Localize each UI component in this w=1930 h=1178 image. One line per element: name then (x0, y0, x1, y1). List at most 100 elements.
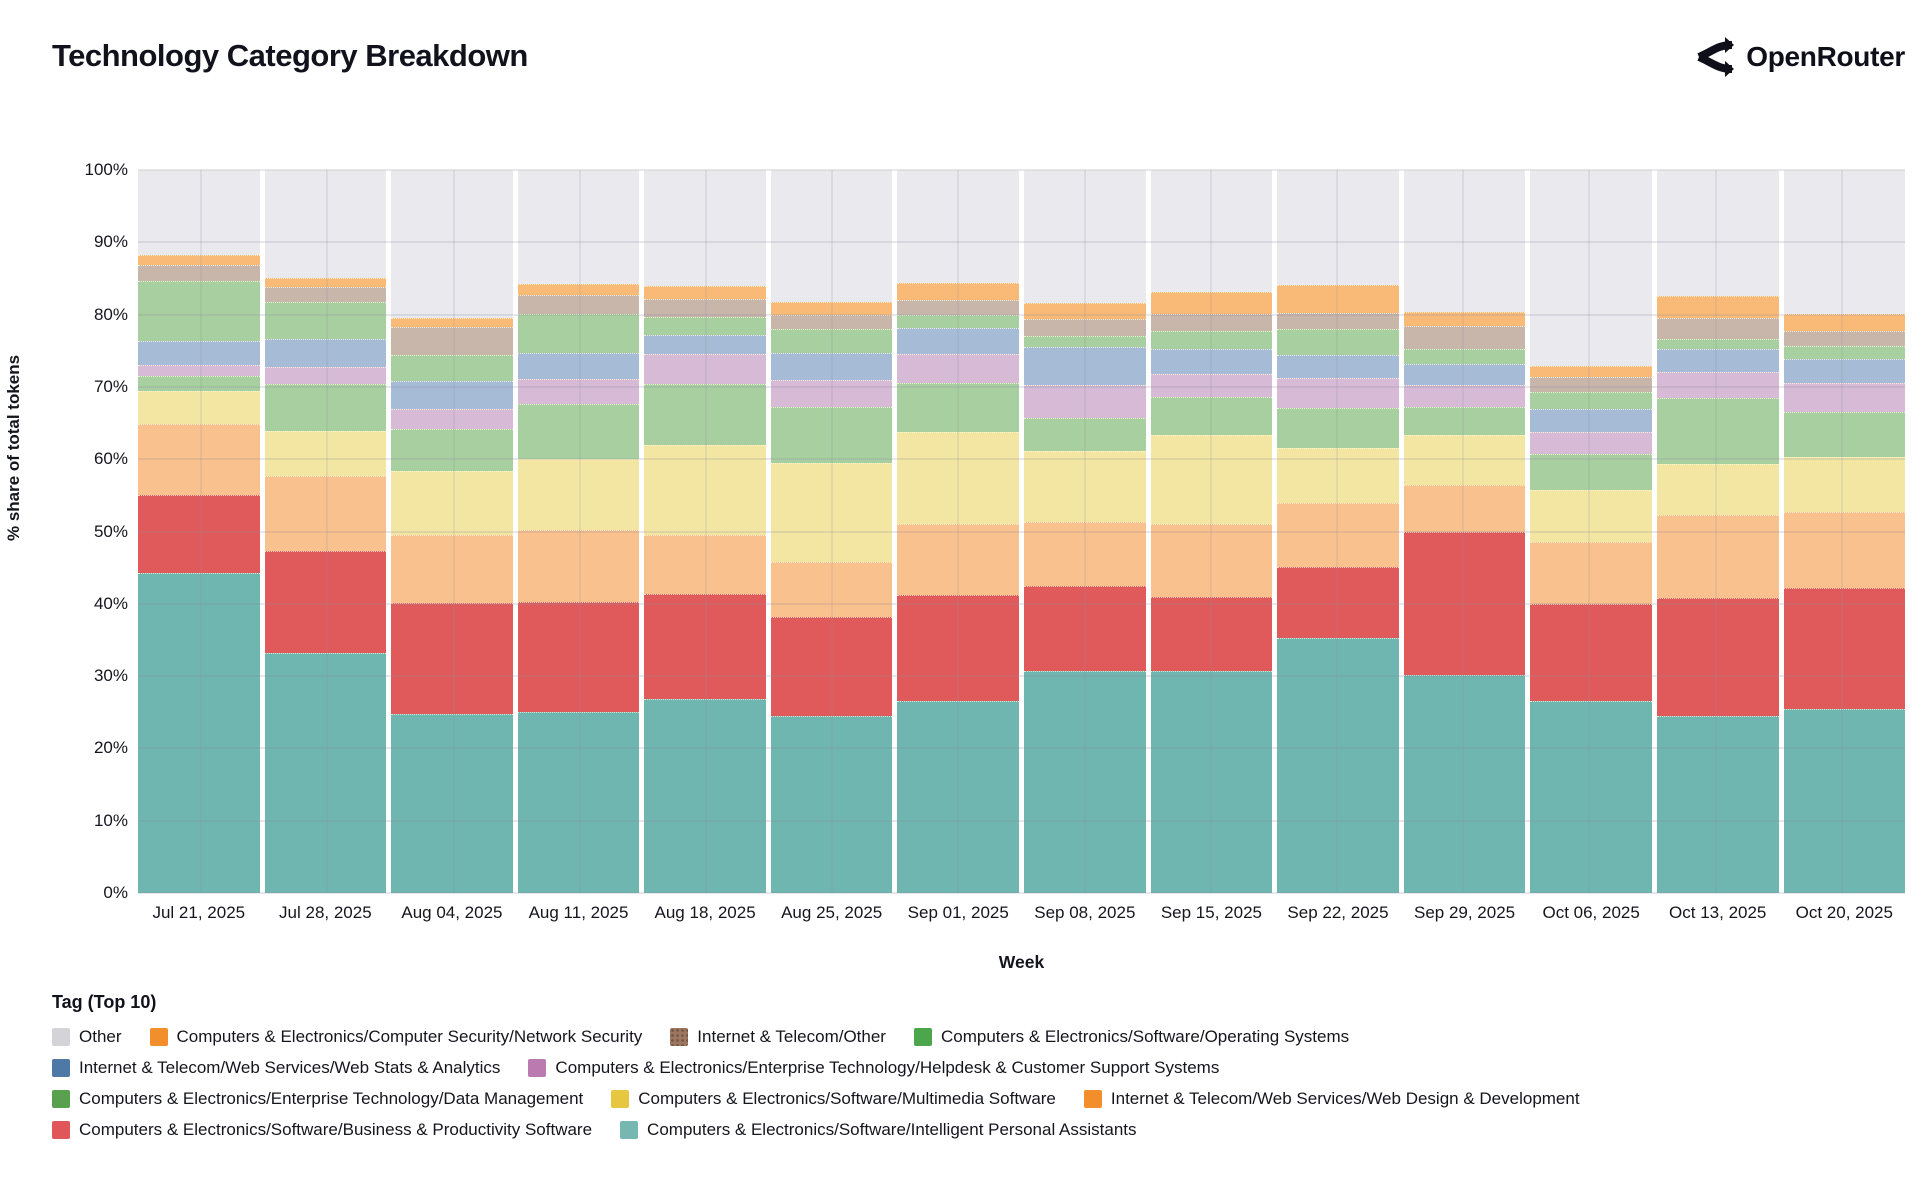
bar-segment-other[interactable] (644, 170, 766, 286)
bar-segment-helpdesk[interactable] (770, 379, 893, 408)
bar-segment-biz[interactable] (138, 494, 260, 573)
legend-item-other[interactable]: Other (52, 1027, 122, 1047)
legend-item-webdesign[interactable]: Internet & Telecom/Web Services/Web Desi… (1083, 1089, 1580, 1109)
bar-segment-itother[interactable] (770, 314, 893, 330)
bar-segment-helpdesk[interactable] (264, 367, 387, 385)
bar-segment-netsec[interactable] (517, 284, 640, 296)
bar-segment-helpdesk[interactable] (644, 354, 766, 385)
bar-segment-netsec[interactable] (770, 301, 893, 315)
bar-segment-netsec[interactable] (1783, 313, 1906, 332)
legend-item-os[interactable]: Computers & Electronics/Software/Operati… (913, 1027, 1349, 1047)
bar-segment-ipa[interactable] (897, 701, 1020, 893)
bar-segment-other[interactable] (770, 170, 893, 302)
bar-segment-netsec[interactable] (138, 255, 260, 265)
bar-segment-ipa[interactable] (770, 715, 893, 893)
bar-segment-webstats[interactable] (770, 352, 893, 380)
bar-segment-webdesign[interactable] (770, 561, 893, 617)
bar-segment-netsec[interactable] (264, 277, 387, 288)
bar-segment-webdesign[interactable] (1656, 514, 1779, 599)
legend-item-ipa[interactable]: Computers & Electronics/Software/Intelli… (620, 1120, 1137, 1140)
bar-segment-multimedia[interactable] (138, 390, 260, 424)
bar-segment-other[interactable] (517, 170, 640, 285)
bar-segment-helpdesk[interactable] (1530, 431, 1652, 455)
legend-item-itother[interactable]: Internet & Telecom/Other (670, 1027, 886, 1047)
bar-segment-webdesign[interactable] (1783, 512, 1906, 588)
bar-segment-webstats[interactable] (1530, 409, 1652, 432)
bar-segment-datamgmt[interactable] (264, 384, 387, 432)
bar-segment-webdesign[interactable] (1024, 522, 1146, 586)
bar-segment-multimedia[interactable] (391, 470, 513, 536)
bar-segment-multimedia[interactable] (1530, 490, 1652, 543)
bar-segment-ipa[interactable] (1783, 708, 1906, 893)
bar-segment-webstats[interactable] (1403, 363, 1526, 385)
bar-segment-other[interactable] (1783, 170, 1906, 314)
bar-segment-webdesign[interactable] (1403, 484, 1526, 532)
bar-segment-os[interactable] (1277, 329, 1399, 356)
bar-segment-ipa[interactable] (1150, 671, 1273, 893)
bar-segment-multimedia[interactable] (644, 444, 766, 536)
bar-segment-ipa[interactable] (138, 572, 260, 893)
bar-segment-biz[interactable] (264, 551, 387, 653)
bar-segment-os[interactable] (1530, 392, 1652, 410)
bar-segment-datamgmt[interactable] (1277, 407, 1399, 449)
bar-segment-webdesign[interactable] (391, 535, 513, 604)
bar-segment-webstats[interactable] (1656, 348, 1779, 373)
bar-segment-itother[interactable] (1024, 319, 1146, 336)
bar-segment-webstats[interactable] (138, 340, 260, 365)
bar-segment-netsec[interactable] (897, 282, 1020, 301)
bar-segment-multimedia[interactable] (1277, 448, 1399, 504)
bar-segment-webdesign[interactable] (264, 475, 387, 552)
bar-segment-helpdesk[interactable] (517, 378, 640, 404)
bar-segment-other[interactable] (897, 170, 1020, 283)
bar-segment-ipa[interactable] (517, 712, 640, 893)
bar-segment-itother[interactable] (264, 287, 387, 302)
bar-segment-multimedia[interactable] (1024, 451, 1146, 523)
bar-segment-netsec[interactable] (1656, 295, 1779, 318)
bar-segment-ipa[interactable] (391, 714, 513, 893)
bar-segment-other[interactable] (138, 170, 260, 256)
bar-segment-datamgmt[interactable] (1403, 407, 1526, 436)
legend-item-datamgmt[interactable]: Computers & Electronics/Enterprise Techn… (52, 1089, 583, 1109)
bar-segment-webdesign[interactable] (644, 535, 766, 595)
bar-segment-webstats[interactable] (1783, 358, 1906, 383)
bar-segment-multimedia[interactable] (770, 462, 893, 562)
bar-segment-other[interactable] (264, 170, 387, 278)
bar-segment-datamgmt[interactable] (1530, 454, 1652, 491)
bar-segment-itother[interactable] (391, 326, 513, 356)
bar-segment-netsec[interactable] (1024, 303, 1146, 319)
bar-segment-itother[interactable] (1530, 376, 1652, 393)
bar-segment-webstats[interactable] (644, 334, 766, 355)
bar-segment-itother[interactable] (644, 299, 766, 317)
bar-segment-webdesign[interactable] (1150, 524, 1273, 597)
bar-segment-netsec[interactable] (644, 285, 766, 300)
bar-segment-itother[interactable] (1277, 312, 1399, 330)
bar-segment-itother[interactable] (897, 300, 1020, 316)
bar-segment-webstats[interactable] (1024, 347, 1146, 385)
bar-segment-biz[interactable] (1656, 598, 1779, 716)
bar-segment-os[interactable] (391, 355, 513, 382)
bar-segment-ipa[interactable] (1656, 715, 1779, 893)
bar-segment-biz[interactable] (1783, 587, 1906, 709)
bar-segment-biz[interactable] (1403, 531, 1526, 675)
bar-segment-helpdesk[interactable] (391, 409, 513, 429)
bar-segment-datamgmt[interactable] (1150, 397, 1273, 435)
bar-segment-datamgmt[interactable] (897, 383, 1020, 433)
bar-segment-netsec[interactable] (1277, 285, 1399, 313)
bar-segment-webdesign[interactable] (1277, 503, 1399, 567)
bar-segment-webstats[interactable] (391, 381, 513, 410)
bar-segment-os[interactable] (770, 329, 893, 353)
bar-segment-webstats[interactable] (897, 328, 1020, 354)
bar-segment-os[interactable] (897, 315, 1020, 329)
bar-segment-netsec[interactable] (1403, 311, 1526, 327)
bar-segment-other[interactable] (1403, 170, 1526, 312)
bar-segment-multimedia[interactable] (1150, 434, 1273, 525)
bar-segment-webstats[interactable] (264, 339, 387, 368)
bar-segment-datamgmt[interactable] (391, 428, 513, 471)
bar-segment-biz[interactable] (644, 594, 766, 699)
bar-segment-os[interactable] (1783, 345, 1906, 359)
bar-segment-netsec[interactable] (1530, 366, 1652, 377)
bar-segment-ipa[interactable] (1024, 671, 1146, 893)
bar-segment-os[interactable] (1150, 331, 1273, 349)
bar-segment-webstats[interactable] (1150, 348, 1273, 374)
bar-segment-webstats[interactable] (1277, 355, 1399, 378)
